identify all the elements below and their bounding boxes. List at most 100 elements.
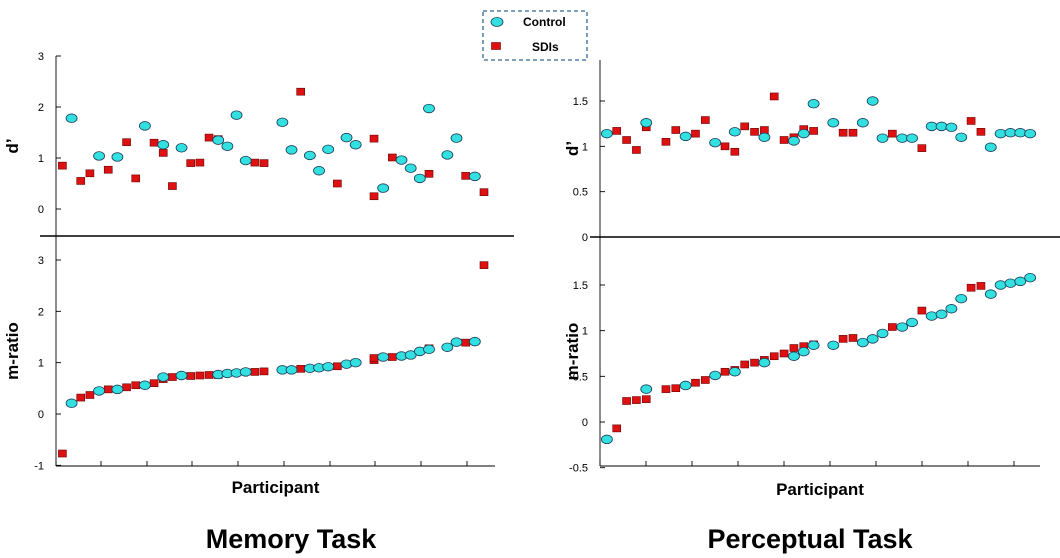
sdi-point [701,116,710,124]
sdi-point [296,365,306,373]
control-point [175,143,188,153]
sdi-point [691,378,700,387]
perceptual-panel-mratio: -0.5 0 0.5 1 1.5 m-ratio [563,272,1037,475]
sdi-point [750,358,759,367]
control-point [788,351,800,361]
sdi-point [149,138,159,147]
sdi-point [976,128,986,136]
perceptual-y-axis-label: m-ratio [563,323,582,381]
memory-task-title: Memory Task [206,524,378,554]
sdi-point [259,367,269,376]
sdi-point [250,368,260,376]
perceptual-y-tick-label: -0.5 [569,463,588,475]
perceptual-y-tick-label: 0.5 [573,371,588,383]
control-point [340,132,353,143]
control-point [413,173,426,184]
sdi-point [740,360,749,369]
perceptual-task-title: Perceptual Task [707,524,913,554]
control-point [728,127,741,137]
memory-y-tick-label: 2 [38,102,44,114]
control-point [1004,128,1017,138]
control-point [866,334,879,344]
control-point [807,340,820,350]
control-point [955,132,968,142]
control-point [221,141,234,151]
control-point [1024,128,1037,139]
control-point [679,131,692,142]
sdi-point [168,373,177,381]
sdi-point [195,158,205,167]
perceptual-y-tick-label: 1.5 [573,280,588,292]
control-point [994,128,1007,139]
sdi-point [779,136,789,144]
perceptual-y-tick-label: 1.5 [573,96,588,108]
sdi-point [838,335,848,343]
sdi-point [661,138,671,146]
control-point [876,133,889,143]
sdi-point [750,128,759,136]
sdi-point [976,282,986,290]
sdi-point [186,159,196,167]
perceptual-y-tick-label: 0 [582,232,588,244]
control-point [1014,276,1027,287]
control-point [807,99,820,109]
control-point [876,328,889,339]
control-point [157,372,170,382]
control-point [758,357,771,368]
sdi-point [103,385,113,394]
control-point [377,183,390,193]
control-point [285,145,298,155]
control-point [728,367,741,377]
memory-y-tick-label: 3 [38,255,44,267]
control-point [377,352,390,362]
sdi-point [461,172,470,180]
sdi-point [720,367,730,376]
sdi-point [838,128,848,137]
control-point [322,362,335,372]
control-point [138,121,151,131]
control-point [322,144,335,155]
control-point [906,133,918,143]
sdi-point [131,174,141,183]
sdi-point [769,352,779,361]
perceptual-y-tick-label: 1 [582,141,588,153]
control-point [797,128,810,139]
control-point [404,163,417,173]
perceptual-task-chart: Participant 0 0.5 1 1.5 d’ -0.5 0 0.5 1 1.5 m-ratio [563,60,1060,499]
control-point [349,357,362,368]
control-point [827,340,840,350]
control-point [303,150,316,161]
sdi-point [369,192,379,201]
control-point [65,398,78,408]
control-point [423,344,435,355]
control-point [175,370,188,381]
sdi-point [369,354,379,362]
perceptual-y-tick-label: 0.5 [573,187,588,199]
control-point [984,142,997,152]
sdi-point [740,122,749,131]
control-point [896,322,909,332]
sdi-point [85,169,95,178]
control-point [640,118,653,128]
legend-control-label: Control [523,15,566,29]
sdi-point [809,127,818,135]
memory-task-chart: Participant 0 1 2 3 d’ -1 0 1 2 3 m-ratio [3,51,514,497]
sdi-point [612,127,622,135]
control-point [1014,128,1027,138]
control-point [896,133,909,143]
perceptual-y-tick-label: 0 [582,417,588,429]
control-point [441,342,454,352]
control-point [906,317,918,328]
control-point [856,118,869,128]
sdi-point [149,379,159,388]
sdi-point [259,159,269,167]
control-point [827,118,840,128]
control-point [945,122,958,132]
sdi-point [789,344,799,352]
control-point [935,121,948,132]
sdi-point [122,383,131,392]
control-point [866,96,879,106]
memory-y-tick-label: 0 [38,204,44,216]
sdi-point [888,129,897,138]
control-point [600,434,613,445]
